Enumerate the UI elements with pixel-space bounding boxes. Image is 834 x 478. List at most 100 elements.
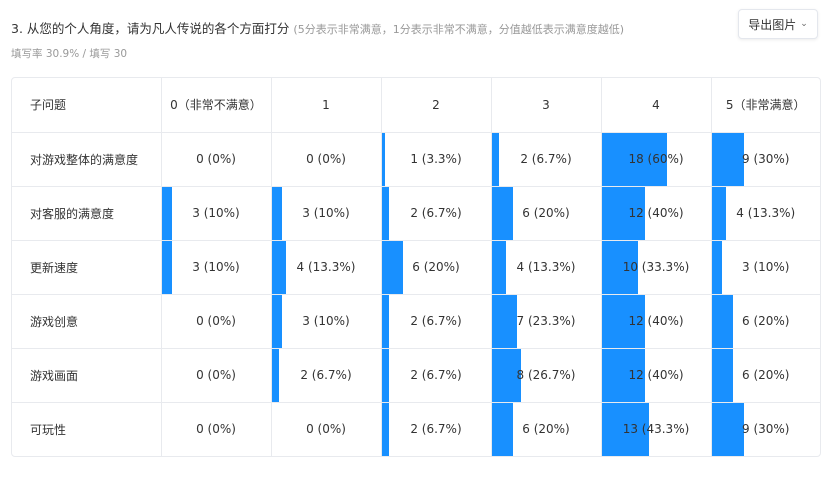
percentage-bar [711, 186, 726, 240]
column-header: 1 [271, 78, 382, 133]
percentage-bar [491, 186, 514, 240]
cell-value: 6 (20%) [742, 368, 790, 382]
response-cell: 6 (20%) [711, 348, 820, 403]
cell-value: 4 (13.3%) [736, 206, 796, 220]
percentage-bar [711, 240, 723, 294]
table-row: 对客服的满意度 3 (10%) 3 (10%) 2 (6.7%) 6 (20%) 12 (… [12, 186, 820, 241]
response-cell: 0 (0%) [161, 294, 272, 349]
response-cell: 6 (20%) [491, 186, 602, 241]
row-label: 游戏创意 [12, 294, 162, 349]
response-cell: 10 (33.3%) [601, 240, 712, 295]
column-header: 0（非常不满意） [161, 78, 272, 133]
matrix-table: 子问题 0（非常不满意） 1 2 3 4 5（非常满意） 对游戏整体的满意度 0 … [12, 78, 820, 456]
percentage-bar [601, 240, 638, 294]
table-row: 对游戏整体的满意度 0 (0%) 0 (0%) 1 (3.3%) 2 (6.7%) 18 … [12, 132, 820, 187]
percentage-bar [271, 294, 283, 348]
percentage-bar [601, 186, 646, 240]
response-cell: 0 (0%) [161, 402, 272, 456]
table-row: 游戏创意 0 (0%) 3 (10%) 2 (6.7%) 7 (23.3%) 12 (40… [12, 294, 820, 349]
chevron-down-icon: ⌄ [800, 19, 808, 29]
export-image-button[interactable]: 导出图片 ⌄ [738, 9, 818, 39]
cell-value: 3 (10%) [192, 206, 240, 220]
cell-value: 0 (0%) [196, 314, 236, 328]
row-label: 可玩性 [12, 402, 162, 456]
percentage-bar [711, 132, 745, 186]
table-row: 可玩性 0 (0%) 0 (0%) 2 (6.7%) 6 (20%) 13 (43.3%)… [12, 402, 820, 456]
row-label: 更新速度 [12, 240, 162, 295]
response-cell: 6 (20%) [381, 240, 492, 295]
response-cell: 3 (10%) [161, 240, 272, 295]
table-body: 对游戏整体的满意度 0 (0%) 0 (0%) 1 (3.3%) 2 (6.7%) 18 … [12, 132, 820, 456]
cell-value: 6 (20%) [412, 260, 460, 274]
cell-value: 6 (20%) [522, 206, 570, 220]
export-button-label: 导出图片 [748, 17, 797, 32]
cell-value: 0 (0%) [196, 152, 236, 166]
cell-value: 10 (33.3%) [622, 260, 690, 274]
column-header: 4 [601, 78, 712, 133]
response-cell: 2 (6.7%) [491, 132, 602, 187]
percentage-bar [601, 294, 646, 348]
cell-value: 12 (40%) [628, 206, 684, 220]
percentage-bar [161, 240, 173, 294]
response-cell: 4 (13.3%) [491, 240, 602, 295]
cell-value: 4 (13.3%) [296, 260, 356, 274]
percentage-bar [161, 186, 173, 240]
response-cell: 2 (6.7%) [271, 348, 382, 403]
response-cell: 18 (60%) [601, 132, 712, 187]
cell-value: 0 (0%) [196, 422, 236, 437]
percentage-bar [381, 132, 386, 186]
percentage-bar [491, 294, 517, 348]
cell-value: 12 (40%) [628, 368, 684, 382]
cell-value: 3 (10%) [302, 314, 350, 328]
cell-value: 3 (10%) [192, 260, 240, 274]
percentage-bar [381, 348, 389, 402]
percentage-bar [271, 240, 286, 294]
cell-value: 6 (20%) [522, 422, 570, 437]
percentage-bar [381, 294, 389, 348]
cell-value: 6 (20%) [742, 314, 790, 328]
percentage-bar [381, 402, 389, 456]
response-cell: 1 (3.3%) [381, 132, 492, 187]
matrix-table-container: 子问题 0（非常不满意） 1 2 3 4 5（非常满意） 对游戏整体的满意度 0 … [11, 77, 821, 457]
column-header: 5（非常满意） [711, 78, 820, 133]
response-cell: 0 (0%) [271, 402, 382, 456]
row-label: 游戏画面 [12, 348, 162, 403]
response-cell: 12 (40%) [601, 186, 712, 241]
response-cell: 4 (13.3%) [711, 186, 820, 241]
percentage-bar [491, 132, 499, 186]
response-cell: 6 (20%) [491, 402, 602, 456]
column-header: 3 [491, 78, 602, 133]
response-cell: 3 (10%) [161, 186, 272, 241]
percentage-bar [711, 348, 734, 402]
response-cell: 12 (40%) [601, 294, 712, 349]
cell-value: 4 (13.3%) [516, 260, 576, 274]
percentage-bar [711, 402, 745, 456]
response-cell: 3 (10%) [271, 186, 382, 241]
percentage-bar [491, 240, 506, 294]
table-row: 更新速度 3 (10%) 4 (13.3%) 6 (20%) 4 (13.3%) 10 (… [12, 240, 820, 295]
cell-value: 8 (26.7%) [516, 368, 576, 382]
question-title-text: 3. 从您的个人角度，请为凡人传说的各个方面打分 [11, 21, 290, 36]
percentage-bar [601, 132, 667, 186]
response-cell: 9 (30%) [711, 132, 820, 187]
response-cell: 2 (6.7%) [381, 186, 492, 241]
cell-value: 12 (40%) [628, 314, 684, 328]
percentage-bar [711, 294, 734, 348]
response-cell: 7 (23.3%) [491, 294, 602, 349]
response-cell: 3 (10%) [271, 294, 382, 349]
cell-value: 2 (6.7%) [300, 368, 352, 382]
response-cell: 2 (6.7%) [381, 294, 492, 349]
cell-value: 2 (6.7%) [410, 368, 462, 382]
response-cell: 0 (0%) [271, 132, 382, 187]
question-hint: (5分表示非常满意，1分表示非常不满意，分值越低表示满意度越低) [293, 23, 624, 36]
cell-value: 2 (6.7%) [410, 314, 462, 328]
cell-value: 3 (10%) [742, 260, 790, 274]
cell-value: 7 (23.3%) [516, 314, 576, 328]
row-label: 对游戏整体的满意度 [12, 132, 162, 187]
cell-value: 0 (0%) [306, 422, 346, 437]
cell-value: 2 (6.7%) [520, 152, 572, 166]
row-label: 对客服的满意度 [12, 186, 162, 241]
cell-value: 3 (10%) [302, 206, 350, 220]
question-header: 3. 从您的个人角度，请为凡人传说的各个方面打分 (5分表示非常满意，1分表示非常… [11, 18, 834, 37]
cell-value: 0 (0%) [196, 368, 236, 382]
